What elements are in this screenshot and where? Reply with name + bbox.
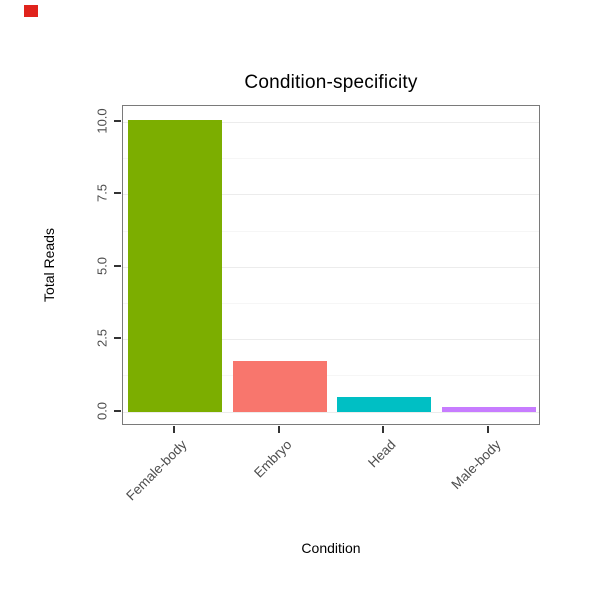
major-gridline: [123, 194, 539, 196]
x-tick-mark: [382, 426, 385, 433]
x-tick-label: Head: [365, 437, 399, 471]
y-tick-label: 10.0: [94, 108, 110, 134]
y-tick-mark: [114, 337, 121, 340]
minor-gridline: [123, 158, 539, 160]
y-tick-mark: [114, 264, 121, 267]
y-tick-label: 2.5: [94, 329, 110, 348]
y-axis-title: Total Reads: [41, 228, 57, 302]
bar-head: [337, 397, 432, 412]
x-tick-mark: [277, 426, 280, 433]
plot-panel: [122, 105, 540, 425]
x-tick-label: Female-body: [123, 437, 190, 504]
bar-male-body: [441, 407, 536, 412]
y-tick-mark: [114, 409, 121, 412]
major-gridline: [123, 339, 539, 341]
y-tick-label: 5.0: [94, 256, 110, 275]
x-tick-mark: [173, 426, 176, 433]
minor-gridline: [123, 230, 539, 232]
bar-embryo: [232, 360, 327, 412]
minor-gridline: [123, 302, 539, 304]
y-tick-mark: [114, 192, 121, 195]
minor-gridline: [123, 375, 539, 377]
corner-artifact-mark: [24, 5, 38, 17]
bar-female-body: [128, 120, 223, 412]
y-tick-mark: [114, 119, 121, 122]
x-tick-mark: [486, 426, 489, 433]
y-tick-label: 0.0: [94, 401, 110, 420]
major-gridline: [123, 411, 539, 413]
major-gridline: [123, 121, 539, 123]
x-tick-label: Male-body: [448, 437, 504, 493]
chart-title: Condition-specificity: [244, 72, 418, 93]
x-axis-title: Condition: [301, 540, 361, 556]
major-gridline: [123, 266, 539, 268]
y-tick-label: 7.5: [94, 184, 110, 203]
x-tick-label: Embryo: [250, 437, 295, 481]
